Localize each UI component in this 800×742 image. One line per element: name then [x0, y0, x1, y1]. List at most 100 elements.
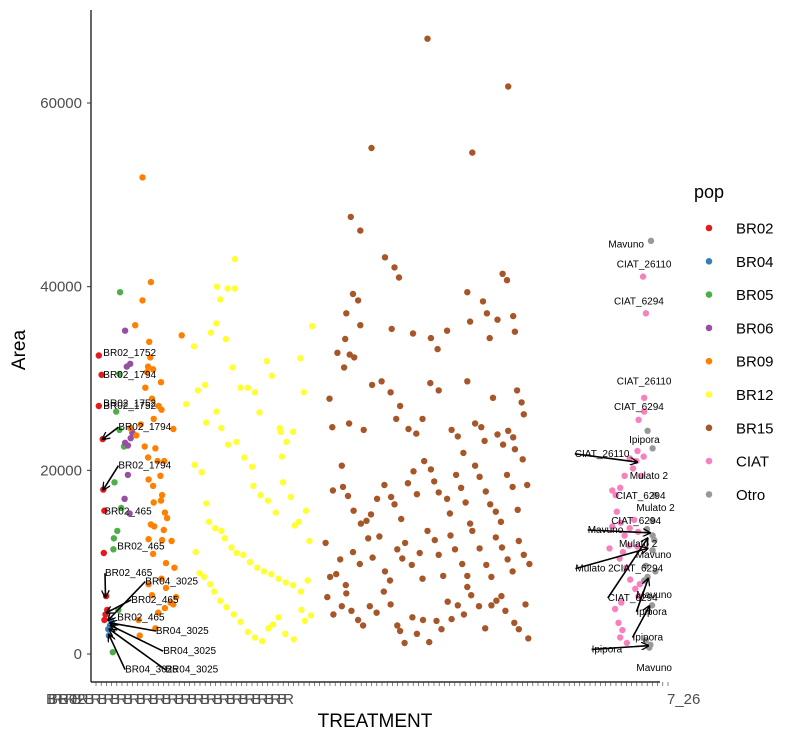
annotation-arrow [591, 646, 649, 651]
point-br15 [368, 144, 375, 152]
legend-label-br04: BR04 [736, 254, 774, 271]
point-br09 [161, 509, 169, 516]
point-br12 [221, 535, 228, 542]
annotation-label: BR02_1794 [103, 370, 156, 381]
point-br09 [144, 363, 152, 370]
point-br12 [203, 419, 210, 426]
point-br12 [263, 357, 270, 365]
point-br15 [363, 517, 370, 524]
y-ticks: 0 20000 40000 60000 [40, 95, 91, 663]
point-br12 [233, 549, 240, 557]
point-br15 [348, 607, 355, 614]
point-br15 [505, 83, 512, 90]
point-ciat [634, 447, 641, 455]
point-br15 [337, 556, 344, 563]
annotation-label: Mavuno [588, 525, 624, 536]
point-br12 [295, 518, 302, 525]
point-br12 [244, 384, 251, 391]
annotation-arrow [103, 426, 119, 439]
point-br15 [394, 622, 401, 629]
point-br12 [302, 507, 310, 514]
point-br12 [211, 588, 218, 595]
point-br12 [230, 611, 237, 618]
point-br09 [139, 297, 146, 304]
point-br12 [268, 570, 275, 578]
point-br12 [198, 469, 205, 476]
annotation-label: CIAT_6294 [616, 491, 666, 502]
point-br12 [283, 438, 290, 446]
legend-key-br06 [705, 324, 713, 332]
point-br09 [139, 174, 146, 181]
point-ciat [617, 519, 624, 526]
point-br15 [413, 491, 421, 498]
point-br15 [401, 639, 408, 647]
legend-key-br04 [705, 258, 713, 265]
point-br15 [354, 297, 362, 304]
point-br15 [464, 583, 471, 591]
point-br15 [448, 426, 455, 434]
annotation-label: BR04_3025 [156, 626, 209, 637]
point-br09 [158, 491, 166, 499]
point-ciat [626, 525, 633, 532]
point-br12 [218, 527, 225, 535]
point-br12 [196, 570, 203, 577]
axes: 0 20000 40000 60000 BRBRBRBRBRBRBRBRBRBRBRB… [40, 10, 700, 708]
point-br15 [503, 277, 511, 284]
point-br12 [229, 364, 236, 371]
point-br15 [357, 322, 364, 329]
x-tick-label-last: 7_26 [667, 691, 700, 708]
point-br15 [404, 480, 412, 487]
legend-key-br09 [705, 357, 713, 365]
point-br15 [408, 561, 415, 569]
point-br15 [349, 548, 357, 556]
point-br15 [478, 424, 485, 431]
point-br12 [300, 389, 307, 396]
point-br12 [298, 606, 305, 614]
legend-key-br02 [705, 224, 713, 232]
point-br05 [114, 527, 121, 535]
point-br09 [161, 457, 168, 465]
annotation-label: CIAT_26110 [617, 376, 672, 387]
legend-label-br05: BR05 [736, 287, 774, 304]
point-br09 [147, 278, 155, 286]
point-br12 [183, 401, 190, 408]
point-br02 [95, 402, 103, 410]
point-br15 [349, 290, 357, 298]
point-br02 [101, 507, 108, 514]
point-br09 [168, 537, 175, 545]
annotation-label: BR02_465 [131, 595, 179, 606]
point-br05 [116, 370, 123, 378]
annotation-label: Ipipora [592, 644, 623, 655]
annotation-arrow [587, 530, 650, 533]
point-br09 [171, 564, 178, 571]
point-br12 [259, 637, 266, 645]
point-br05 [110, 546, 117, 553]
point-br15 [427, 466, 435, 473]
point-br15 [518, 399, 525, 406]
point-br15 [380, 588, 387, 595]
point-br09 [141, 443, 148, 450]
point-br15 [483, 561, 490, 569]
legend-key-br12 [705, 391, 713, 398]
annotation-label: Mavuno [636, 663, 672, 674]
point-br09 [157, 497, 165, 504]
point-ciat [639, 273, 647, 280]
annotation-label: BR02_465 [104, 507, 152, 518]
point-br15 [469, 527, 476, 535]
annotation-arrow [105, 573, 106, 597]
point-ciat [611, 605, 619, 613]
point-br15 [413, 630, 421, 637]
point-br05 [110, 535, 118, 542]
annotation-arrow [111, 626, 164, 652]
point-br15 [499, 441, 507, 448]
annotation-label: BR04_3025 [125, 665, 178, 676]
legend-label-otro: Otro [736, 487, 765, 504]
annotation-label: BR02_1794 [118, 422, 171, 433]
point-ciat [635, 592, 642, 600]
annotation-label: CIAT_6294 [608, 593, 658, 604]
point-br15 [457, 484, 465, 491]
point-br15 [350, 507, 357, 514]
annotation-arrow [103, 465, 120, 490]
point-otro [648, 602, 656, 609]
point-br15 [424, 527, 431, 535]
